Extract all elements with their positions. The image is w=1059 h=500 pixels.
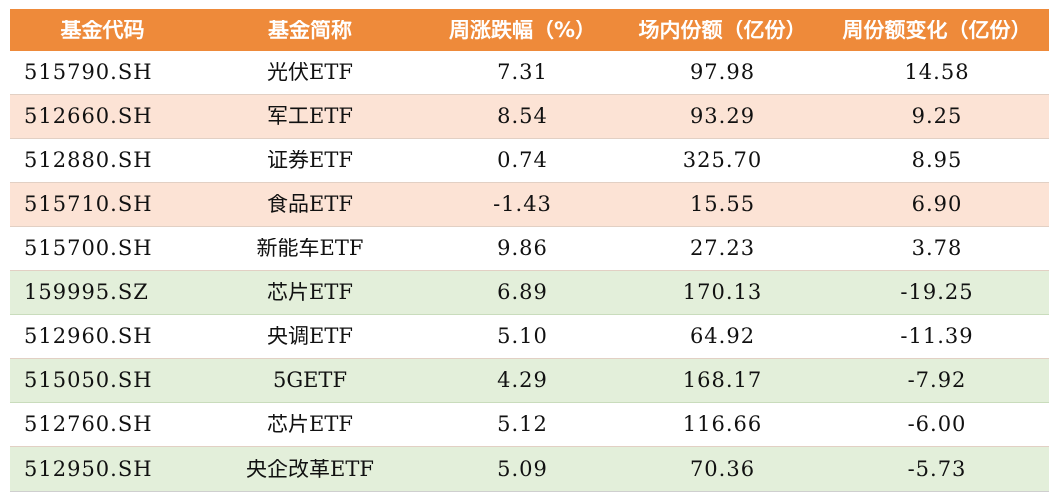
cell-fund-name: 央企改革ETF (246, 458, 374, 480)
cell-fund-name: 光伏ETF (267, 62, 353, 83)
cell-fund-name: 芯片ETF (267, 414, 353, 435)
cell-fund-name: 军工ETF (267, 106, 353, 127)
cell-share-change: -5.73 (907, 458, 967, 480)
cell-weekly-change: 9.86 (497, 238, 548, 259)
cell-shares: 27.23 (689, 238, 756, 259)
cell-fund-code: 512960.SH (24, 326, 153, 347)
cell-fund-code: 512950.SH (24, 458, 153, 480)
cell-weekly-change: 5.10 (497, 326, 548, 347)
cell-weekly-change: 5.09 (497, 458, 548, 480)
cell-shares: 70.36 (689, 458, 756, 480)
cell-shares: 15.55 (689, 194, 756, 215)
cell-share-change: -11.39 (900, 326, 974, 347)
cell-share-change: 14.58 (904, 62, 970, 83)
cell-fund-name: 芯片ETF (267, 282, 353, 303)
cell-share-change: -6.00 (907, 414, 967, 435)
header-weekly-change: 周涨跌幅（%） (448, 19, 597, 41)
cell-fund-code: 512660.SH (24, 106, 153, 127)
table-row: 512950.SH 央企改革ETF 5.09 70.36 -5.73 (10, 447, 1049, 491)
cell-fund-code: 515050.SH (24, 370, 153, 391)
cell-weekly-change: 8.54 (497, 106, 548, 127)
cell-share-change: 9.25 (911, 106, 963, 127)
cell-weekly-change: 7.31 (497, 62, 548, 83)
header-share-change: 周份额变化（亿份） (842, 19, 1032, 41)
table-row: 515710.SH 食品ETF -1.43 15.55 6.90 (10, 183, 1049, 227)
cell-share-change: 3.78 (911, 238, 963, 259)
header-fund-code: 基金代码 (60, 19, 145, 41)
cell-shares: 97.98 (689, 62, 756, 83)
cell-fund-name: 5GETF (272, 370, 348, 391)
cell-shares: 325.70 (682, 150, 763, 171)
cell-fund-code: 512880.SH (24, 150, 153, 171)
cell-share-change: -7.92 (907, 370, 967, 391)
cell-fund-code: 515710.SH (24, 194, 153, 215)
cell-shares: 93.29 (689, 106, 756, 127)
cell-shares: 170.13 (682, 282, 763, 303)
cell-share-change: 8.95 (911, 150, 963, 171)
etf-table: 基金代码 基金简称 周涨跌幅（%） 场内份额（亿份） 周份额变化（亿份） 515… (10, 9, 1049, 492)
table-row: 512960.SH 央调ETF 5.10 64.92 -11.39 (10, 315, 1049, 359)
cell-weekly-change: 6.89 (497, 282, 548, 303)
cell-fund-code: 159995.SZ (24, 282, 149, 303)
cell-share-change: -19.25 (900, 282, 974, 303)
table-header-row: 基金代码 基金简称 周涨跌幅（%） 场内份额（亿份） 周份额变化（亿份） (10, 9, 1049, 51)
table-row: 512760.SH 芯片ETF 5.12 116.66 -6.00 (10, 403, 1049, 447)
cell-weekly-change: 5.12 (497, 414, 548, 435)
table-row: 512660.SH 军工ETF 8.54 93.29 9.25 (10, 95, 1049, 139)
cell-weekly-change: -1.43 (493, 194, 552, 215)
cell-shares: 116.66 (682, 414, 763, 435)
cell-shares: 64.92 (689, 326, 756, 347)
cell-fund-name: 新能车ETF (256, 238, 364, 259)
cell-fund-name: 证券ETF (267, 150, 353, 171)
cell-shares: 168.17 (682, 370, 763, 391)
header-fund-name: 基金简称 (268, 19, 352, 41)
cell-fund-code: 515700.SH (24, 238, 153, 259)
cell-weekly-change: 0.74 (497, 150, 548, 171)
cell-fund-name: 食品ETF (267, 194, 353, 215)
cell-fund-name: 央调ETF (267, 326, 353, 347)
table-row: 159995.SZ 芯片ETF 6.89 170.13 -19.25 (10, 271, 1049, 315)
cell-weekly-change: 4.29 (497, 370, 548, 391)
cell-fund-code: 515790.SH (24, 62, 153, 83)
table-row: 515700.SH 新能车ETF 9.86 27.23 3.78 (10, 227, 1049, 271)
cell-share-change: 6.90 (911, 194, 963, 215)
table-row: 515050.SH 5GETF 4.29 168.17 -7.92 (10, 359, 1049, 403)
table-row: 515790.SH 光伏ETF 7.31 97.98 14.58 (10, 51, 1049, 95)
header-shares: 场内份额（亿份） (638, 19, 807, 41)
cell-fund-code: 512760.SH (24, 414, 153, 435)
table-row: 512880.SH 证券ETF 0.74 325.70 8.95 (10, 139, 1049, 183)
